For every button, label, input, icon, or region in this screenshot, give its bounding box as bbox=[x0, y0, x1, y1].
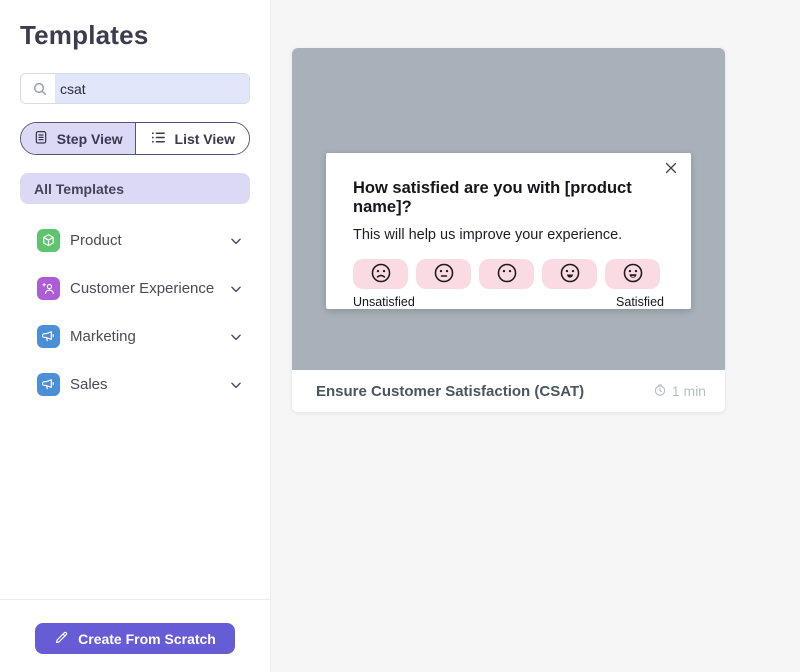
list-view-icon bbox=[150, 129, 167, 149]
sidebar-item-marketing[interactable]: Marketing bbox=[37, 325, 246, 348]
duration-label: 1 min bbox=[671, 383, 706, 399]
sidebar-item-product[interactable]: Product bbox=[37, 229, 246, 252]
template-duration: 1 min bbox=[653, 383, 706, 400]
scale-option-neutral[interactable] bbox=[479, 259, 534, 289]
scale-option-very-satisfied[interactable] bbox=[605, 259, 660, 289]
create-from-scratch-button[interactable]: Create From Scratch bbox=[35, 623, 235, 654]
close-icon[interactable] bbox=[665, 162, 677, 174]
scale-min-label: Unsatisfied bbox=[353, 295, 415, 309]
chevron-down-icon bbox=[229, 378, 243, 392]
sidebar-item-customer-experience[interactable]: Customer Experience bbox=[37, 277, 246, 300]
category-list: Product Customer Experience Marketing Sales bbox=[20, 229, 250, 396]
step-view-button[interactable]: Step View bbox=[21, 123, 135, 154]
category-label: Product bbox=[70, 232, 122, 249]
user-star-icon bbox=[37, 277, 60, 300]
step-view-icon bbox=[33, 129, 49, 148]
search-icon bbox=[21, 74, 55, 103]
very-satisfied-face-icon bbox=[622, 262, 644, 287]
templates-results: How satisfied are you with [product name… bbox=[271, 0, 800, 672]
satisfaction-scale bbox=[353, 259, 664, 289]
sidebar-content: Templates csat Step View bbox=[0, 0, 270, 599]
chevron-down-icon bbox=[229, 234, 243, 248]
survey-subtitle: This will help us improve your experienc… bbox=[353, 227, 623, 243]
survey-modal: How satisfied are you with [product name… bbox=[326, 153, 691, 309]
template-preview: How satisfied are you with [product name… bbox=[292, 48, 725, 370]
category-label: Marketing bbox=[70, 328, 136, 345]
very-unsatisfied-face-icon bbox=[370, 262, 392, 287]
scale-option-unsatisfied[interactable] bbox=[416, 259, 471, 289]
category-label: Customer Experience bbox=[70, 280, 215, 297]
megaphone-icon bbox=[37, 373, 60, 396]
list-view-label: List View bbox=[174, 130, 235, 147]
sidebar-footer: Create From Scratch bbox=[0, 599, 270, 672]
all-templates-filter[interactable]: All Templates bbox=[20, 173, 250, 204]
pencil-icon bbox=[54, 630, 69, 648]
scale-max-label: Satisfied bbox=[616, 295, 664, 309]
chevron-down-icon bbox=[229, 330, 243, 344]
page-title: Templates bbox=[20, 20, 149, 50]
list-view-button[interactable]: List View bbox=[134, 123, 249, 154]
clock-icon bbox=[653, 383, 667, 400]
search-input[interactable]: csat bbox=[20, 73, 250, 104]
sidebar-item-sales[interactable]: Sales bbox=[37, 373, 246, 396]
chevron-down-icon bbox=[229, 282, 243, 296]
scale-option-very-unsatisfied[interactable] bbox=[353, 259, 408, 289]
megaphone-icon bbox=[37, 325, 60, 348]
search-input-value: csat bbox=[55, 74, 249, 103]
template-card-csat[interactable]: How satisfied are you with [product name… bbox=[292, 48, 725, 412]
all-templates-label: All Templates bbox=[34, 180, 124, 197]
create-from-scratch-label: Create From Scratch bbox=[78, 630, 216, 647]
scale-labels: Unsatisfied Satisfied bbox=[353, 295, 664, 309]
category-label: Sales bbox=[70, 376, 108, 393]
cube-icon bbox=[37, 229, 60, 252]
template-title: Ensure Customer Satisfaction (CSAT) bbox=[316, 382, 585, 400]
view-toggle: Step View List View bbox=[20, 122, 250, 155]
unsatisfied-face-icon bbox=[433, 262, 455, 287]
template-card-footer: Ensure Customer Satisfaction (CSAT) 1 mi… bbox=[292, 370, 725, 412]
neutral-face-icon bbox=[496, 262, 518, 287]
survey-question: How satisfied are you with [product name… bbox=[353, 179, 632, 216]
scale-option-satisfied[interactable] bbox=[542, 259, 597, 289]
satisfied-face-icon bbox=[559, 262, 581, 287]
step-view-label: Step View bbox=[56, 130, 123, 147]
templates-sidebar: Templates csat Step View bbox=[0, 0, 271, 672]
